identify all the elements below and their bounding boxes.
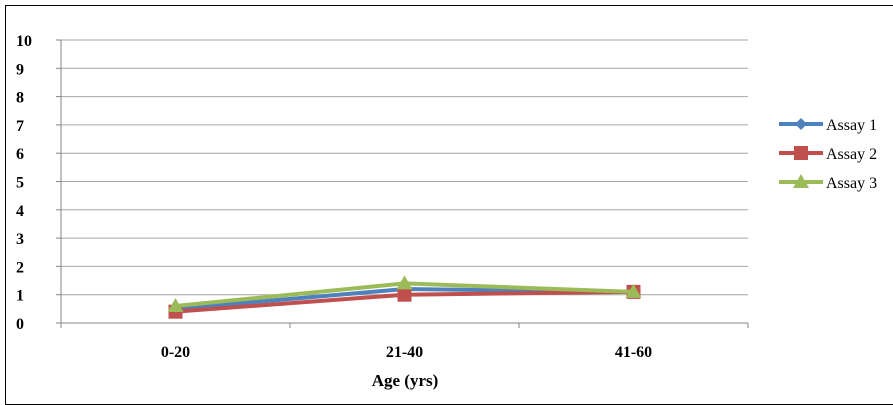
- y-tick-label: 3: [16, 231, 24, 248]
- y-tick-label: 1: [16, 288, 24, 305]
- data-point: [397, 287, 412, 302]
- data-point: [396, 275, 413, 290]
- data-point: [167, 298, 184, 313]
- legend-item: Assay 3: [779, 174, 877, 192]
- x-axis-ticks: 0-20 21-40 41-60: [60, 323, 749, 361]
- series-3: [167, 275, 642, 313]
- legend-label: Assay 3: [826, 175, 877, 192]
- series-layer: [167, 275, 642, 319]
- x-tick-label: 0-20: [161, 344, 190, 361]
- y-tick-label: 9: [16, 61, 24, 78]
- legend-marker: [794, 146, 808, 160]
- y-tick-label: 4: [16, 203, 24, 220]
- y-tick-label: 6: [16, 146, 24, 163]
- y-tick-label: 0: [16, 316, 24, 333]
- y-tick-label: 7: [16, 118, 24, 135]
- x-tick-label: 21-40: [386, 344, 423, 361]
- legend-item: Assay 2: [779, 146, 877, 163]
- y-tick-label: 2: [16, 259, 24, 276]
- chart-frame: [5, 5, 893, 405]
- x-axis-title: Age (yrs): [372, 371, 439, 390]
- y-tick-label: 8: [16, 90, 24, 107]
- x-tick-label: 41-60: [615, 344, 652, 361]
- legend-item: Assay 1: [779, 117, 877, 134]
- line-chart: 0 1 2 3 4 5 6 7 8 9 10 0-20 21-40 41-60 Age (yrs) As…: [16, 33, 877, 390]
- data-point: [625, 283, 642, 298]
- y-axis-ticks: 0 1 2 3 4 5 6 7 8 9 10: [16, 33, 62, 333]
- legend-label: Assay 2: [826, 146, 877, 163]
- legend-label: Assay 1: [826, 117, 877, 134]
- legend-marker: [795, 118, 807, 130]
- y-tick-label: 5: [16, 175, 24, 192]
- legend: Assay 1 Assay 2 Assay 3: [779, 117, 877, 192]
- legend-marker: [793, 174, 809, 188]
- y-tick-label: 10: [16, 33, 32, 50]
